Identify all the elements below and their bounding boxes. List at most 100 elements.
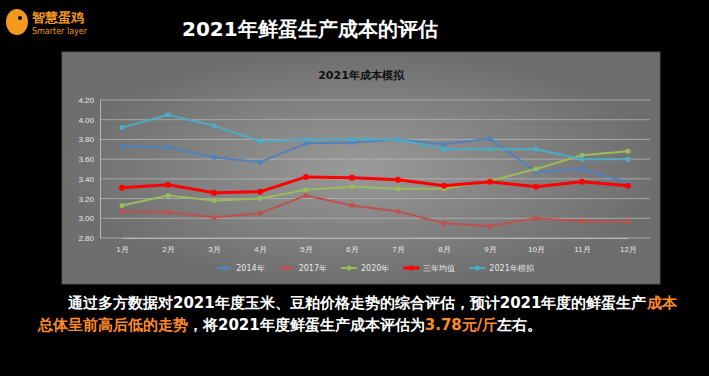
series-point (258, 139, 263, 144)
x-tick: 6月 (346, 238, 358, 254)
legend-label: 三年均值 (423, 264, 455, 273)
series-line (122, 115, 628, 159)
x-tick: 9月 (484, 238, 496, 254)
legend-item: 2021年模拟 (469, 264, 534, 273)
x-tick: 8月 (438, 238, 450, 254)
series-point (212, 155, 217, 160)
legend-marker (222, 266, 227, 271)
legend-item: 三年均值 (403, 264, 455, 273)
series-point (120, 144, 125, 149)
series-point (165, 182, 171, 188)
legend-item: 2014年 (216, 264, 264, 273)
series-point (534, 147, 539, 152)
series-point (580, 157, 585, 162)
series-point (258, 211, 263, 216)
legend-label: 2017年 (299, 264, 327, 273)
y-tick: 4.20 (78, 96, 100, 105)
series-point (534, 216, 539, 221)
y-tick-label: 3.20 (78, 195, 94, 204)
x-tick: 11月 (574, 238, 590, 254)
series-point (396, 186, 401, 191)
series-point (350, 203, 355, 208)
legend-marker (475, 266, 480, 271)
series-point (304, 193, 309, 198)
series-point (580, 219, 585, 224)
x-tick: 3月 (208, 238, 220, 254)
x-axis-line (123, 238, 629, 239)
y-axis: 2.803.003.203.403.603.804.004.20 (78, 96, 100, 243)
x-tick-label: 2月 (162, 245, 174, 254)
y-tick: 3.00 (78, 214, 100, 223)
chart-title: 2021年成本模拟 (318, 69, 405, 82)
series-point (626, 219, 631, 224)
y-tick-label: 2.80 (78, 234, 94, 243)
series-point (166, 210, 171, 215)
x-tick-label: 7月 (392, 245, 404, 254)
x-tick-label: 5月 (300, 245, 312, 254)
y-tick: 3.80 (78, 135, 100, 144)
y-tick: 4.00 (78, 116, 100, 125)
caption-text: 左右。 (497, 316, 542, 334)
grid-line (100, 218, 650, 219)
series-point (579, 179, 585, 185)
series-point (211, 190, 217, 196)
series-point (304, 137, 309, 142)
series-point (625, 183, 631, 189)
grid-line (100, 100, 650, 101)
legend: 2014年 2017年 2020年 三年均值 2021年模拟 (216, 264, 534, 273)
plot-area (119, 112, 631, 228)
series-point (533, 184, 539, 190)
y-tick-label: 3.40 (78, 175, 94, 184)
x-tick-label: 9月 (484, 245, 496, 254)
series-point (212, 215, 217, 220)
y-tick-label: 3.80 (78, 135, 94, 144)
x-tick: 12月 (620, 238, 637, 254)
series-point (442, 142, 447, 147)
series-point (396, 209, 401, 214)
x-tick-label: 6月 (346, 245, 358, 254)
legend-label: 2020年 (361, 264, 389, 273)
y-tick: 2.80 (78, 234, 100, 243)
x-tick-label: 8月 (438, 245, 450, 254)
series-point (350, 184, 355, 189)
series-point (442, 221, 447, 226)
series-point (257, 189, 263, 195)
x-tick-label: 3月 (208, 245, 220, 254)
series-point (166, 193, 171, 198)
series-point (120, 125, 125, 130)
legend-item: 2020年 (341, 264, 389, 273)
series-line (122, 151, 628, 205)
series-point (303, 174, 309, 180)
series-point (395, 177, 401, 183)
series-point (212, 123, 217, 128)
series-point (396, 137, 401, 142)
series-point (488, 224, 493, 229)
y-tick-label: 4.00 (78, 116, 94, 125)
y-tick-label: 3.00 (78, 214, 94, 223)
x-axis: 1月2月3月4月5月6月7月8月9月10月11月12月 (116, 238, 637, 254)
series-point (442, 147, 447, 152)
series-point (488, 147, 493, 152)
series-point (166, 112, 171, 117)
caption: 通过多方数据对2021年度玉米、豆粕价格走势的综合评估，预计2021年度的鲜蛋生… (38, 292, 678, 336)
series-point (626, 149, 631, 154)
series-line (122, 138, 628, 182)
series-point (534, 167, 539, 172)
series-point (304, 187, 309, 192)
series-point (580, 167, 585, 172)
logo-eye (18, 16, 22, 20)
series-point (626, 157, 631, 162)
series-point (166, 145, 171, 150)
legend-marker (347, 266, 352, 271)
grid (100, 100, 650, 238)
series-point (441, 183, 447, 189)
x-tick-label: 1月 (116, 245, 128, 254)
series-point (258, 196, 263, 201)
legend-item: 2017年 (279, 264, 327, 273)
logo-icon (6, 9, 28, 35)
logo: 智慧蛋鸡Smarter layer (6, 9, 88, 36)
chart-panel (62, 52, 660, 284)
y-axis-line (100, 101, 101, 239)
y-tick: 3.40 (78, 175, 100, 184)
legend-label: 2014年 (236, 264, 264, 273)
